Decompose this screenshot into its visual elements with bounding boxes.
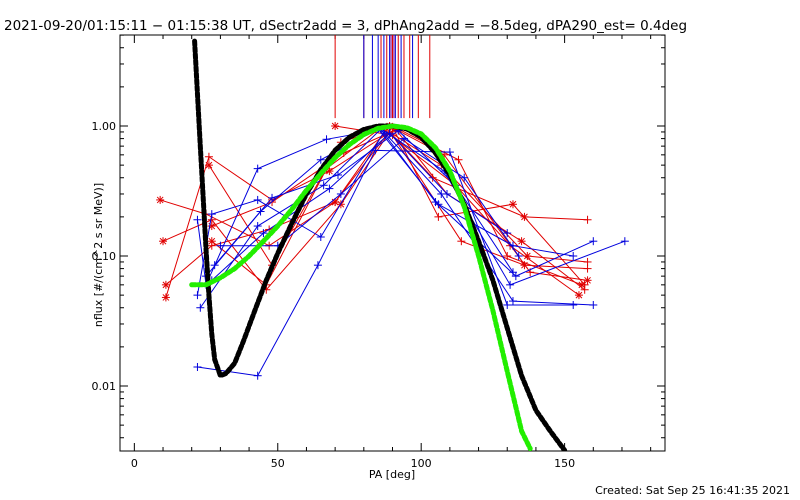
green-fit-curve [189,123,533,451]
red-series-point [159,237,168,246]
x-tick-label: 0 [131,457,138,470]
blue-series-point [316,155,325,164]
red-series-point [331,122,340,130]
red-series-point [503,252,512,260]
blue-series-line-1 [196,128,594,287]
blue-series-point [316,233,325,242]
red-series-point [331,198,340,207]
red-series-point [577,280,586,289]
blue-series-point [508,268,517,277]
blue-series-point [319,181,328,190]
blue-series-point [503,229,512,238]
created-timestamp: Created: Sat Sep 25 16:41:35 2021 [595,484,790,497]
red-series-line-1 [160,128,588,247]
y-tick-label: 0.01 [92,380,117,393]
red-series-point [428,173,437,182]
red-series-point [583,264,592,273]
red-series-point [204,161,213,170]
red-series-point [517,237,526,246]
blue-series-point [503,300,512,309]
red-series-point [161,293,170,302]
red-series-point [161,280,170,289]
blue-series-point [620,237,629,246]
blue-series-line-7 [214,130,514,273]
blue-series-point [569,300,578,309]
blue-series-point [253,164,262,173]
red-series-point [434,212,443,221]
y-tick-label: 0.10 [92,250,117,263]
blue-series-point [385,129,394,138]
blue-series-point [253,371,262,380]
blue-series-point [434,200,443,209]
red-series-point [457,237,466,246]
blue-series-point [196,303,205,312]
red-series-point [454,155,463,164]
blue-series-point [445,148,454,157]
blue-series-line-3 [196,131,594,306]
green-fit-line [189,123,533,451]
red-series-line-2 [162,131,588,291]
red-series-point [204,152,213,161]
blue-series-point [399,134,408,143]
blue-series-point [334,170,342,179]
black-fit-curve [192,38,568,451]
blue-series-line-2 [197,149,574,377]
x-axis-label: PA [deg] [369,468,415,481]
chart-title: 2021-09-20/01:15:11 − 01:15:38 UT, dSect… [4,18,687,34]
blue-series-point [207,210,216,219]
blue-series-point [514,252,523,260]
red-series-line-5 [208,125,588,281]
red-series-point [508,200,517,209]
blue-series-point [589,237,598,246]
blue-series-point [322,135,331,144]
blue-series-point [216,241,225,250]
red-series-point [583,276,592,285]
blue-series-point [313,261,322,270]
blue-series-point [253,222,262,231]
y-axis-label: nflux [#/(cm^2 s sr MeV)] [92,183,105,327]
blue-series-line-6 [211,132,508,281]
x-tick-label: 150 [554,457,575,470]
vertical-marker-lines [334,35,431,119]
blue-series-point [325,184,334,193]
blue-series-point [508,297,517,306]
blue-series-point [193,363,202,372]
blue-series-point [460,173,469,182]
blue-series-point [506,280,515,289]
red-series-point [156,195,165,204]
x-tick-label: 100 [411,457,432,470]
red-series-point [583,215,592,224]
red-series-point [207,237,216,246]
blue-series-point [193,215,202,224]
blue-series-point [443,189,451,198]
blue-series-point [210,261,219,270]
blue-series-point [253,195,262,204]
y-tick-label: 1.00 [92,120,117,133]
y-tick-labels: 0.01 0.10 1.00 [92,120,117,393]
blue-series-point [569,252,578,260]
red-series-line-6 [211,127,580,296]
blue-series-point [336,189,345,198]
x-tick-labels: 0 50 100 150 [131,457,575,470]
blue-series-point [259,229,268,238]
black-fit-line [192,38,568,451]
blue-series-point [268,193,277,202]
blue-series-line-8 [220,137,520,257]
blue-series-point [193,291,202,300]
x-tick-label: 50 [271,457,285,470]
blue-series-point [589,300,598,309]
red-series-point [574,291,583,300]
